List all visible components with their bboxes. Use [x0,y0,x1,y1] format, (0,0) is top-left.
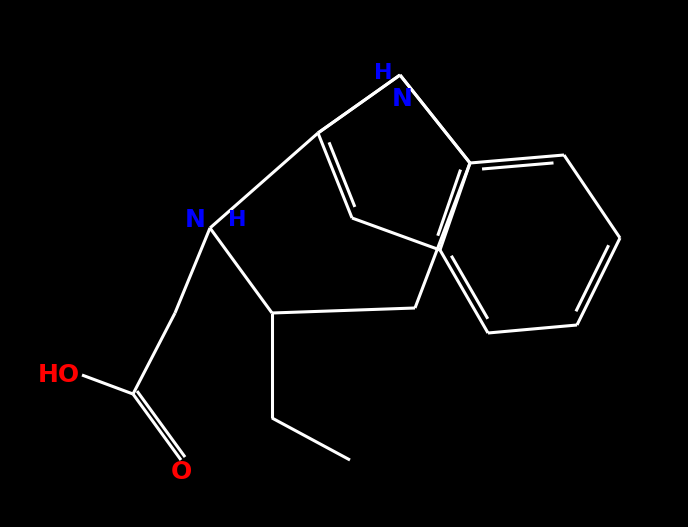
Text: N: N [185,208,206,232]
Text: HO: HO [38,363,80,387]
Text: H: H [228,210,246,230]
Text: H: H [374,63,392,83]
Text: N: N [391,87,412,111]
Text: O: O [171,460,192,484]
